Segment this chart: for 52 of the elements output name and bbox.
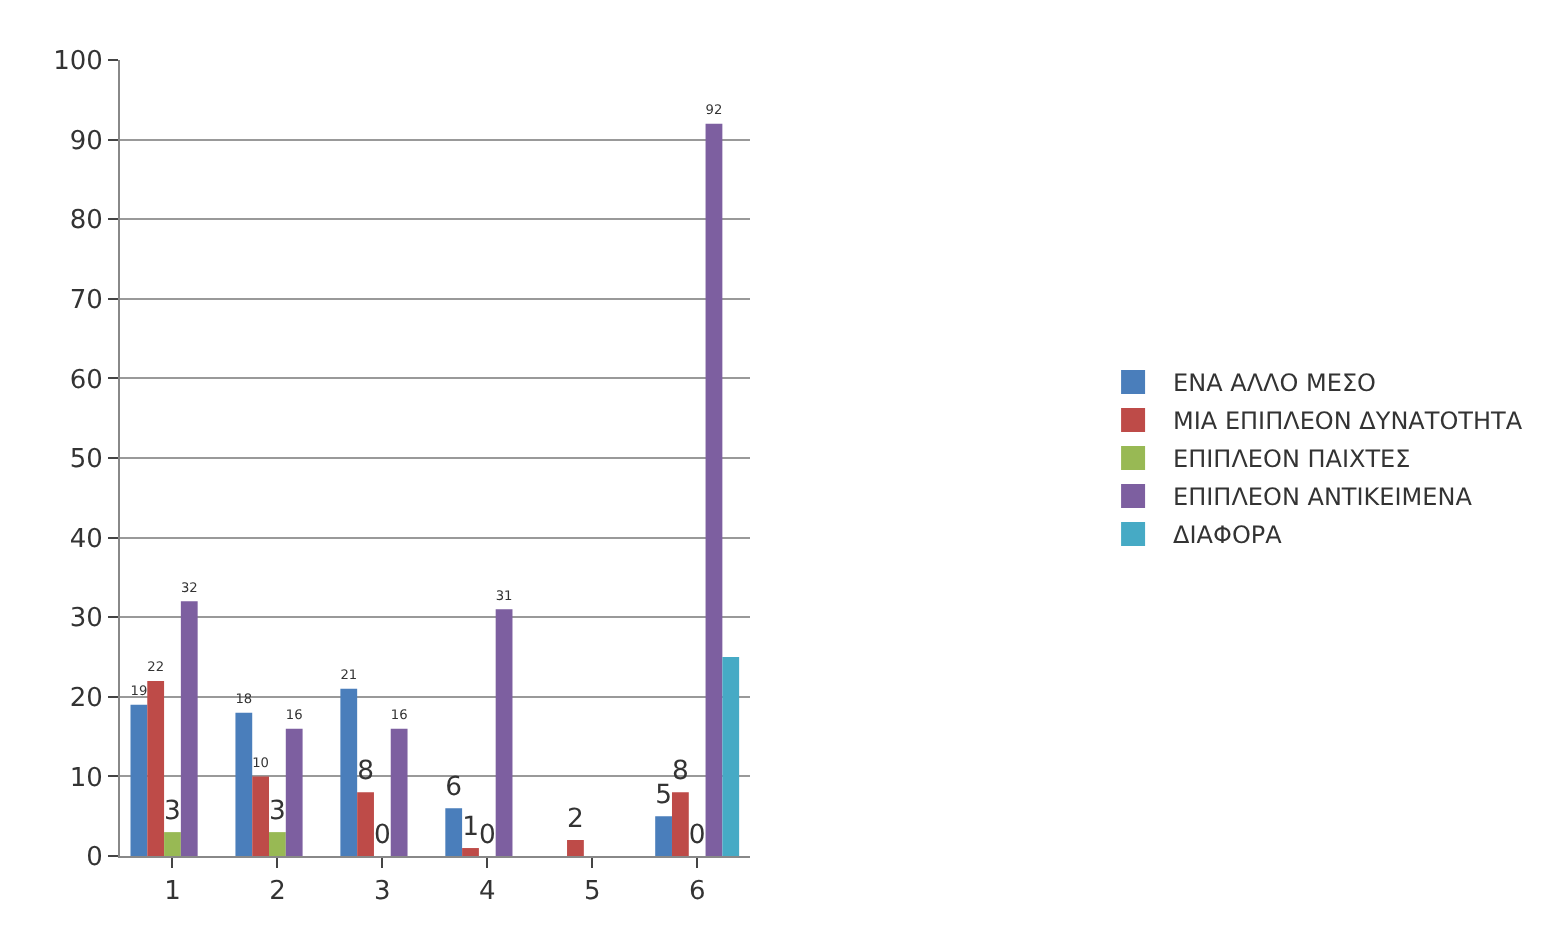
bar	[130, 704, 148, 856]
data-label: 0	[478, 820, 496, 851]
y-tick-label: 40	[69, 524, 103, 555]
bar	[252, 776, 270, 856]
y-tick-label: 60	[69, 365, 103, 396]
legend-label: ΜΙΑ ΕΠΙΠΛΕΟΝ ΔΥΝΑΤΟΤΗΤΑ	[1173, 407, 1524, 436]
y-tick-label: 30	[69, 604, 103, 635]
bar	[269, 832, 286, 856]
legend-label: ΕΝΑ ΑΛΛΟ ΜΕΣΟ	[1173, 369, 1376, 398]
data-label: 0	[373, 820, 391, 851]
legend-label: ΕΠΙΠΛΕΟΝ ΠΑΙΧΤΕΣ	[1173, 445, 1411, 474]
bar	[235, 712, 253, 856]
data-label: 6	[445, 773, 463, 804]
x-tick-label: 6	[688, 877, 706, 908]
bar	[340, 688, 358, 856]
bar	[390, 728, 408, 856]
bar	[655, 816, 672, 856]
y-tick-label: 80	[69, 206, 103, 237]
bar	[164, 832, 181, 856]
data-label: 2	[567, 805, 584, 836]
bar	[567, 840, 584, 856]
legend-label: ΔΙΑΦΟΡΑ	[1173, 521, 1284, 550]
x-tick-label: 5	[583, 877, 601, 908]
legend-label: ΕΠΙΠΛΕΟΝ ΑΝΤΙΚΕΙΜΕΝΑ	[1173, 483, 1474, 512]
data-label: 8	[357, 757, 374, 788]
x-tick-label: 3	[374, 877, 391, 908]
bar	[445, 808, 463, 856]
data-label: 1	[462, 813, 479, 843]
y-tick-label: 90	[69, 126, 103, 157]
bar	[285, 728, 303, 856]
y-tick-label: 70	[69, 285, 103, 316]
x-tick-label: 2	[269, 877, 286, 908]
bar	[495, 609, 513, 856]
bar	[671, 792, 689, 856]
data-label: 5	[655, 781, 672, 812]
y-tick-label: 20	[69, 683, 103, 714]
bar	[180, 601, 198, 856]
data-label: 8	[671, 757, 689, 788]
y-tick-label: 10	[69, 763, 103, 794]
y-tick-label: 100	[53, 47, 103, 78]
x-tick-label: 1	[164, 877, 181, 908]
bar	[705, 123, 723, 856]
data-label: 0	[688, 820, 706, 851]
bar	[147, 680, 165, 856]
bar	[722, 657, 740, 856]
data-label: 3	[164, 797, 181, 828]
y-tick-label: 0	[86, 843, 103, 874]
x-tick-label: 4	[479, 877, 496, 908]
data-label: 3	[269, 797, 286, 828]
bar	[357, 792, 374, 856]
y-tick-label: 50	[69, 445, 103, 476]
bar	[462, 848, 479, 856]
